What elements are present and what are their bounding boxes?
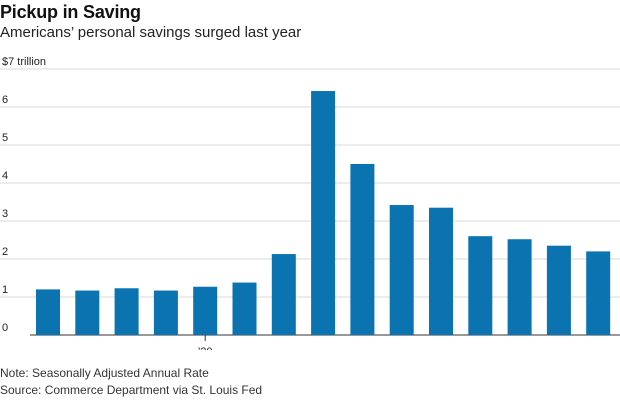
bar-6 bbox=[271, 254, 296, 335]
bar-9 bbox=[389, 205, 414, 335]
bar-10 bbox=[429, 207, 453, 335]
bar-4 bbox=[193, 286, 218, 335]
x-tick-label: ’20 bbox=[198, 346, 213, 350]
y-tick-label-4: 4 bbox=[2, 170, 8, 182]
y-tick-label-2: 2 bbox=[2, 246, 8, 258]
chart-subtitle: Americans’ personal savings surged last … bbox=[0, 24, 302, 41]
bars bbox=[36, 91, 611, 335]
y-tick-label-0: 0 bbox=[2, 322, 8, 334]
bar-5 bbox=[232, 282, 257, 335]
bar-1 bbox=[75, 290, 100, 335]
bar-0 bbox=[36, 289, 60, 335]
gridlines bbox=[0, 68, 620, 336]
bar-7 bbox=[311, 91, 336, 335]
chart-source: Source: Commerce Department via St. Loui… bbox=[0, 383, 263, 397]
chart-note: Note: Seasonally Adjusted Annual Rate bbox=[0, 366, 209, 380]
y-tick-label-3: 3 bbox=[2, 208, 8, 220]
y-tick-label-6: 6 bbox=[2, 94, 8, 106]
chart-title: Pickup in Saving bbox=[0, 2, 141, 22]
y-tick-label-7: $7 trillion bbox=[2, 56, 46, 68]
bar-2 bbox=[114, 288, 139, 335]
bar-3 bbox=[153, 290, 178, 335]
bar-chart: 0 1 2 3 4 5 6 $7 trillion ’20 bbox=[0, 56, 620, 350]
bar-12 bbox=[507, 239, 532, 335]
y-tick-label-1: 1 bbox=[2, 284, 8, 296]
bar-13 bbox=[546, 245, 571, 335]
y-tick-label-5: 5 bbox=[2, 132, 8, 144]
bar-11 bbox=[468, 236, 493, 335]
axis-labels: 0 1 2 3 4 5 6 $7 trillion ’20 bbox=[2, 56, 213, 350]
bar-14 bbox=[586, 251, 611, 335]
bar-8 bbox=[350, 164, 375, 335]
